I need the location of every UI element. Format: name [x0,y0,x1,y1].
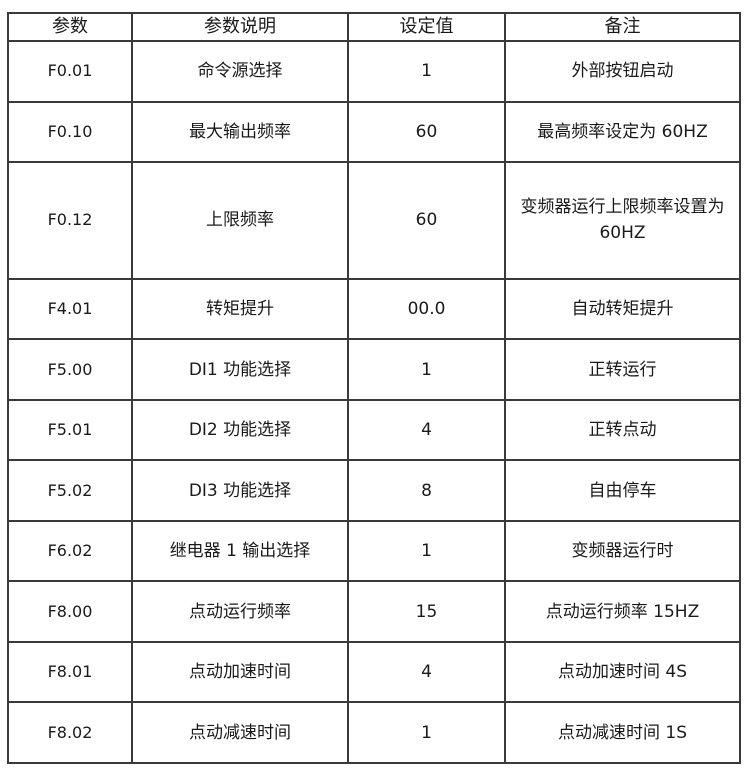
parameter-code-cell: F5.02 [7,459,133,522]
table-row: F0.10 最大输出频率 60 最高频率设定为 60HZ [7,100,741,164]
parameter-description-cell: 点动运行频率 [131,580,349,643]
setting-value-cell: 1 [347,519,506,583]
table-row: F8.00 点动运行频率 15 点动运行频率 15HZ [7,580,741,643]
remarks-cell: 正转运行 [504,338,741,401]
parameter-code-cell: F8.01 [7,640,133,704]
parameter-description-cell: 继电器 1 输出选择 [131,519,349,583]
setting-value-cell: 60 [347,161,506,280]
table-row: F5.02 DI3 功能选择 8 自由停车 [7,459,741,522]
header-description: 参数说明 [131,12,349,42]
parameter-code-cell: F6.02 [7,519,133,583]
parameter-description-cell: 上限频率 [131,161,349,280]
parameter-code-cell: F0.01 [7,40,133,103]
remarks-cell: 变频器运行上限频率设置为 60HZ [504,161,741,280]
table-row: F0.01 命令源选择 1 外部按钮启动 [7,40,741,103]
table-row: F6.02 继电器 1 输出选择 1 变频器运行时 [7,519,741,583]
parameter-description-cell: 最大输出频率 [131,100,349,164]
setting-value-cell: 15 [347,580,506,643]
table-row: F8.01 点动加速时间 4 点动加速时间 4S [7,640,741,704]
parameter-description-cell: DI2 功能选择 [131,398,349,462]
table-row: F5.00 DI1 功能选择 1 正转运行 [7,338,741,401]
remarks-cell: 正转点动 [504,398,741,462]
header-parameter: 参数 [7,12,133,42]
header-remarks: 备注 [504,12,741,42]
parameter-description-cell: 转矩提升 [131,277,349,341]
remarks-cell: 外部按钮启动 [504,40,741,103]
parameter-code-cell: F0.10 [7,100,133,164]
setting-value-cell: 4 [347,640,506,704]
remarks-cell: 自动转矩提升 [504,277,741,341]
parameter-code-cell: F4.01 [7,277,133,341]
setting-value-cell: 4 [347,398,506,462]
parameter-description-cell: 点动减速时间 [131,701,349,764]
remarks-cell: 最高频率设定为 60HZ [504,100,741,164]
header-setting-value: 设定值 [347,12,506,42]
parameter-description-cell: DI1 功能选择 [131,338,349,401]
remarks-cell: 点动加速时间 4S [504,640,741,704]
header-row: 参数 参数说明 设定值 备注 [7,12,741,42]
parameter-description-cell: 命令源选择 [131,40,349,103]
parameter-code-cell: F5.00 [7,338,133,401]
parameter-code-cell: F8.02 [7,701,133,764]
setting-value-cell: 00.0 [347,277,506,341]
remarks-cell: 自由停车 [504,459,741,522]
parameter-description-cell: 点动加速时间 [131,640,349,704]
table-row: F4.01 转矩提升 00.0 自动转矩提升 [7,277,741,341]
setting-value-cell: 1 [347,338,506,401]
setting-value-cell: 1 [347,701,506,764]
setting-value-cell: 1 [347,40,506,103]
remarks-cell: 变频器运行时 [504,519,741,583]
table-row: F0.12 上限频率 60 变频器运行上限频率设置为 60HZ [7,161,741,280]
parameter-table: 参数 参数说明 设定值 备注 F0.01 命令源选择 1 外部按钮启动 F0.10 最大输… [7,12,741,764]
remarks-cell: 点动运行频率 15HZ [504,580,741,643]
table-row: F5.01 DI2 功能选择 4 正转点动 [7,398,741,462]
setting-value-cell: 8 [347,459,506,522]
parameter-code-cell: F0.12 [7,161,133,280]
parameter-code-cell: F8.00 [7,580,133,643]
table-row: F8.02 点动减速时间 1 点动减速时间 1S [7,701,741,764]
parameter-description-cell: DI3 功能选择 [131,459,349,522]
parameter-code-cell: F5.01 [7,398,133,462]
setting-value-cell: 60 [347,100,506,164]
remarks-cell: 点动减速时间 1S [504,701,741,764]
